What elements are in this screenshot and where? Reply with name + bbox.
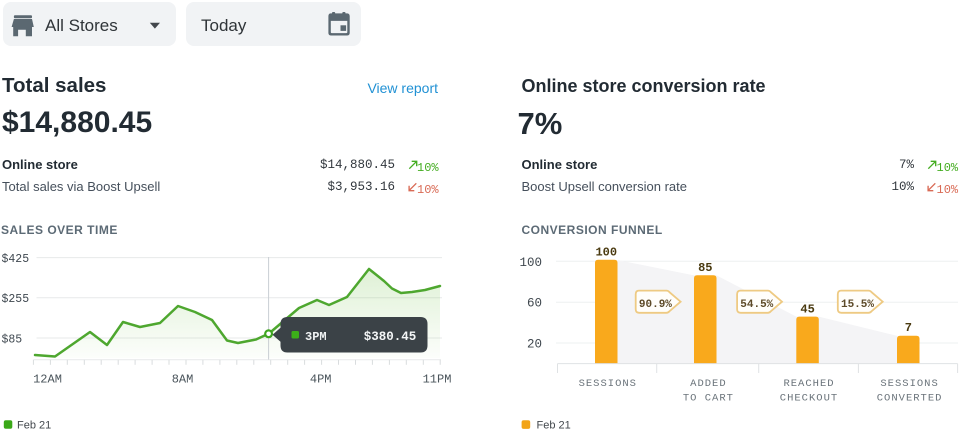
svg-text:SESSIONS: SESSIONS (880, 378, 938, 390)
svg-text:85: 85 (698, 261, 712, 275)
svg-text:100: 100 (519, 256, 542, 270)
svg-text:$425: $425 (2, 253, 30, 266)
svg-text:45: 45 (800, 303, 814, 317)
svg-text:90.9%: 90.9% (639, 299, 672, 311)
svg-text:CONVERTED: CONVERTED (877, 393, 943, 405)
svg-text:12AM: 12AM (33, 373, 62, 387)
svg-text:$380.45: $380.45 (364, 330, 417, 344)
svg-text:SESSIONS: SESSIONS (579, 378, 637, 390)
svg-text:CHECKOUT: CHECKOUT (780, 393, 838, 405)
svg-text:4PM: 4PM (310, 373, 332, 387)
svg-text:60: 60 (527, 297, 542, 311)
svg-text:7: 7 (905, 321, 912, 335)
svg-text:100: 100 (595, 245, 617, 259)
svg-text:$255: $255 (2, 293, 30, 306)
svg-text:20: 20 (527, 337, 542, 351)
svg-text:REACHED: REACHED (783, 378, 834, 390)
svg-text:54.5%: 54.5% (740, 299, 773, 311)
svg-text:TO CART: TO CART (683, 393, 734, 405)
svg-text:Feb 21: Feb 21 (17, 419, 51, 431)
svg-text:ADDED: ADDED (690, 378, 727, 390)
svg-text:8AM: 8AM (172, 373, 194, 387)
svg-text:11PM: 11PM (423, 373, 452, 387)
svg-text:$85: $85 (2, 333, 23, 346)
svg-text:15.5%: 15.5% (841, 299, 874, 311)
svg-text:Feb 21: Feb 21 (537, 419, 571, 431)
svg-text:3PM: 3PM (305, 330, 327, 344)
